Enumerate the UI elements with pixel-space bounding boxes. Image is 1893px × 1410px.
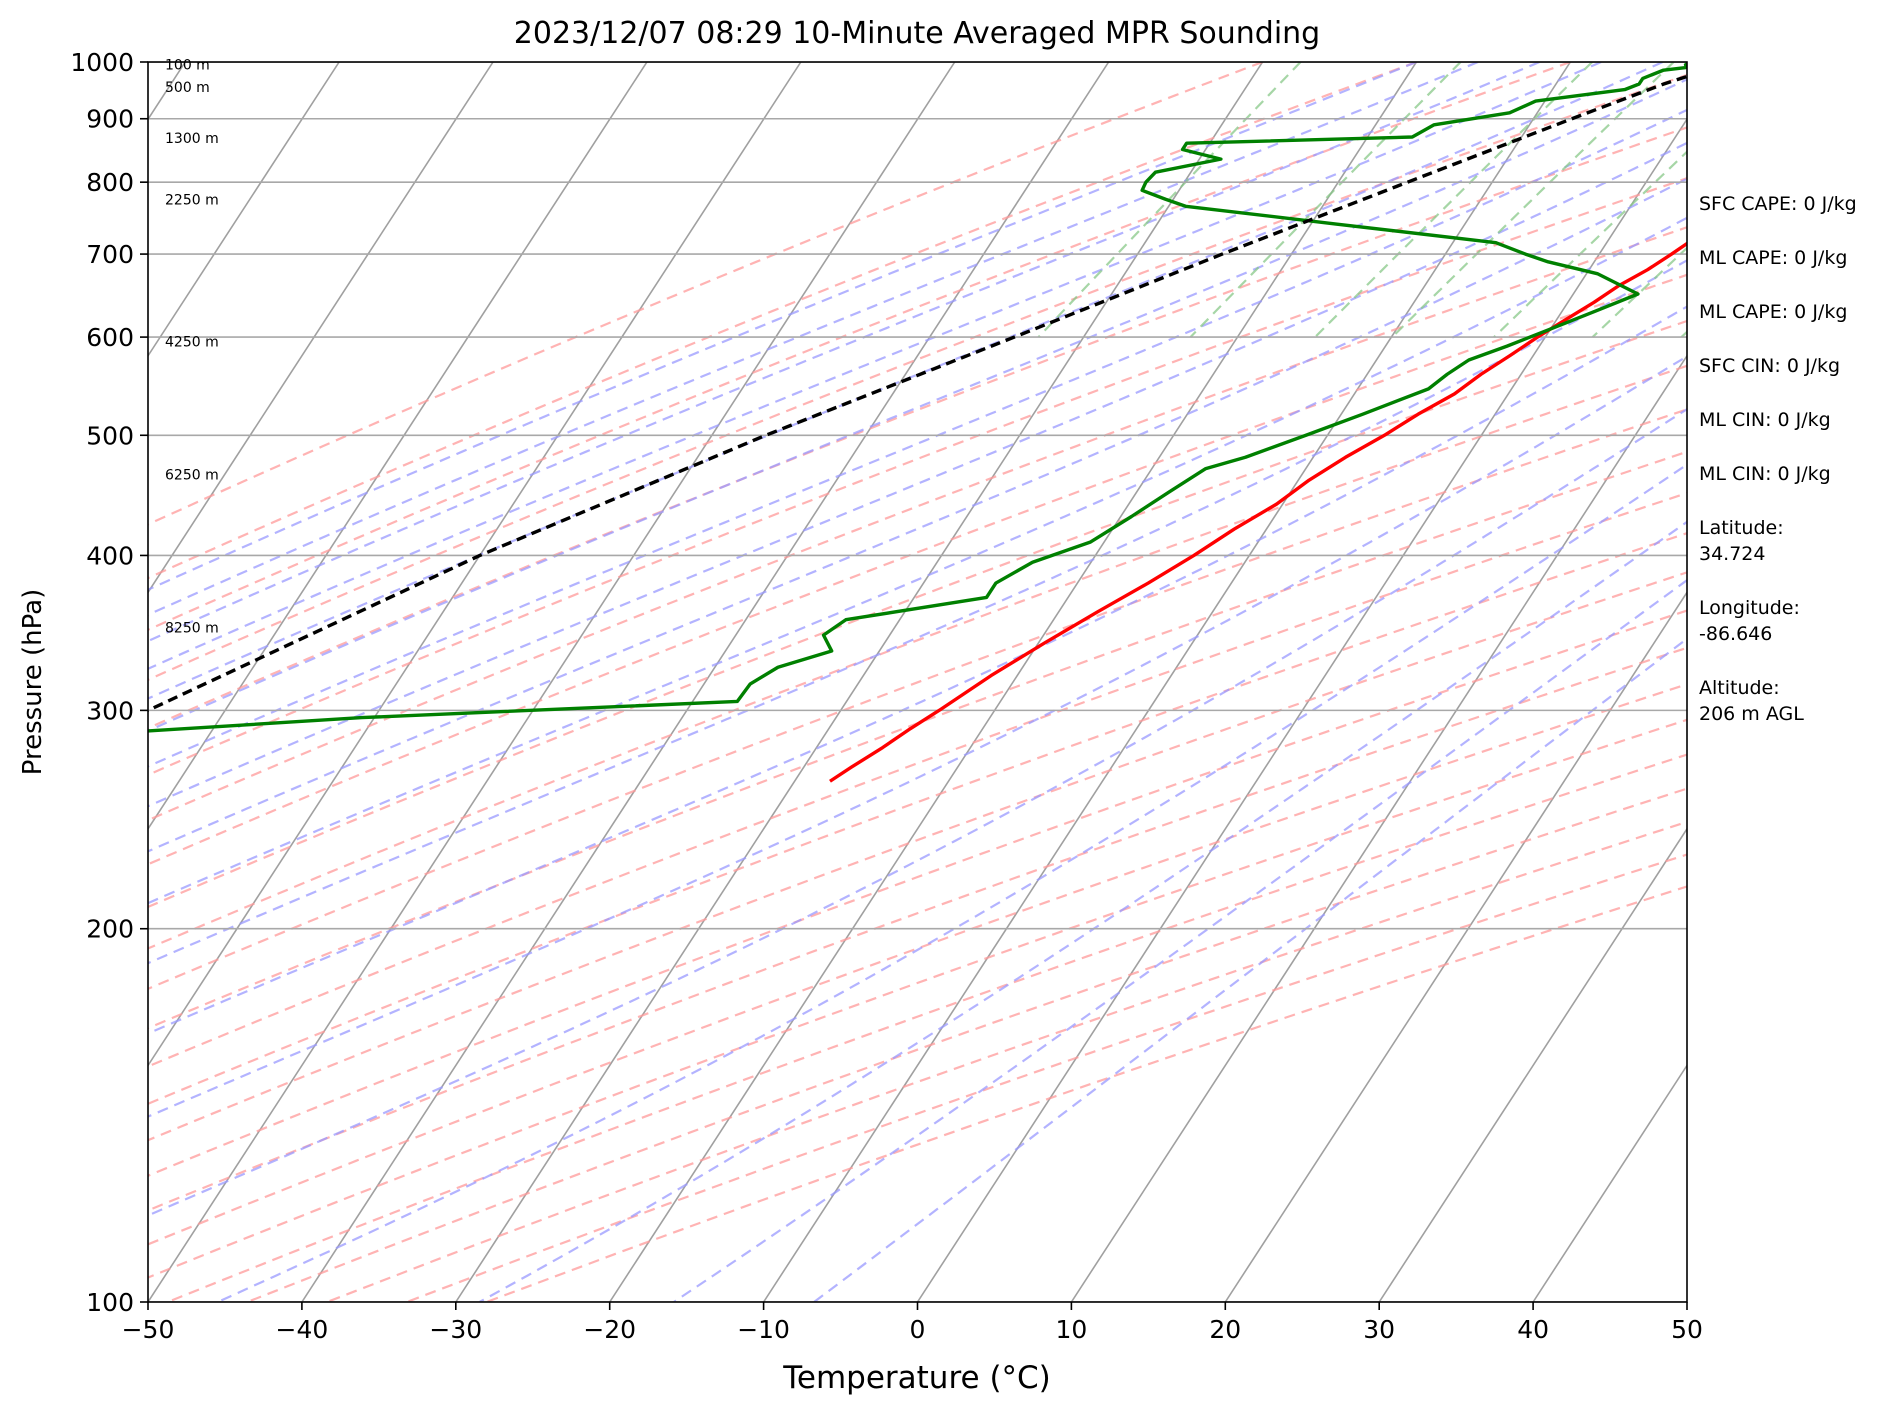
isotherm-line — [918, 62, 1725, 1302]
dry-adiabat-line — [0, 62, 1893, 1302]
x-axis-label: Temperature (°C) — [782, 1360, 1051, 1396]
side-info-item: Longitude:-86.646 — [1699, 597, 1800, 645]
side-info-item: Altitude:206 m AGL — [1699, 677, 1804, 725]
x-tick-label: −10 — [737, 1315, 790, 1344]
side-info-item: Latitude:34.724 — [1699, 517, 1784, 565]
moist-adiabat-line — [0, 62, 1893, 1302]
mixing-ratio-line — [1878, 62, 1893, 337]
y-axis-label: Pressure (hPa) — [18, 589, 48, 776]
moist-adiabat-line — [0, 62, 1893, 1302]
x-tick-label: −20 — [583, 1315, 636, 1344]
dry-adiabat-line — [0, 62, 1570, 1302]
isotherm-line — [610, 62, 1417, 1302]
x-tick-label: 30 — [1363, 1315, 1395, 1344]
series-lines — [96, 62, 1832, 781]
axes: −50 −40 −30 −20 −10 0 10 20 30 40 50 100 200 300 400 50… — [70, 48, 1703, 1344]
dry-adiabat-line — [0, 62, 1893, 1302]
y-tick-label: 1000 — [70, 48, 134, 77]
dry-adiabat-line — [0, 62, 1893, 1302]
side-info-item: ML CAPE: 0 J/kg — [1699, 301, 1847, 323]
dry-adiabat-line — [0, 62, 1893, 1302]
x-tick-label: −50 — [122, 1315, 175, 1344]
side-info-item: SFC CIN: 0 J/kg — [1699, 355, 1840, 377]
side-info-item: ML CIN: 0 J/kg — [1699, 409, 1831, 431]
x-tick-label: 40 — [1517, 1315, 1549, 1344]
moist-adiabat-line — [0, 62, 1663, 1302]
y-tick-label: 800 — [86, 168, 134, 197]
moist-adiabat-line — [0, 62, 1893, 1302]
x-tick-label: 20 — [1209, 1315, 1241, 1344]
dry-adiabat-line — [0, 62, 1893, 1302]
height-label: 8250 m — [165, 620, 219, 636]
y-tick-label: 400 — [86, 541, 134, 570]
isotherm-line — [764, 62, 1571, 1302]
side-info-item: SFC CAPE: 0 J/kg — [1699, 193, 1857, 215]
x-tick-label: −40 — [276, 1315, 329, 1344]
height-label: 500 m — [165, 80, 210, 96]
background-lines — [0, 62, 1893, 1302]
moist-adiabat-line — [0, 62, 1893, 1302]
dry-adiabat-line — [0, 62, 1893, 1302]
moist-adiabat-line — [0, 62, 1847, 1302]
moist-adiabat-line — [0, 62, 1893, 1302]
parcel-line — [100, 62, 1732, 732]
dry-adiabat-line — [0, 62, 1893, 1302]
dry-adiabat-line — [407, 62, 1893, 1302]
height-label: 2250 m — [165, 192, 219, 208]
dry-adiabat-line — [0, 62, 1878, 1302]
x-tick-label: 0 — [910, 1315, 926, 1344]
moist-adiabat-line — [0, 62, 1540, 1302]
isotherm-line — [0, 62, 339, 1302]
side-info-item: ML CAPE: 0 J/kg — [1699, 247, 1847, 269]
moist-adiabat-line — [0, 62, 1893, 1302]
dry-adiabat-line — [0, 62, 1893, 1302]
dry-adiabat-line — [0, 62, 1893, 1302]
height-label: 4250 m — [165, 335, 219, 351]
dry-adiabat-line — [0, 62, 1893, 1302]
moist-adiabat-line — [0, 62, 1478, 1302]
height-label: 6250 m — [165, 467, 219, 483]
chart-title: 2023/12/07 08:29 10-Minute Averaged MPR … — [514, 16, 1320, 51]
dry-adiabat-line — [0, 62, 1893, 1302]
y-tick-label: 500 — [86, 421, 134, 450]
x-tick-label: 10 — [1055, 1315, 1087, 1344]
x-tick-label: −30 — [429, 1315, 482, 1344]
y-tick-label: 300 — [86, 696, 134, 725]
isotherm-line — [148, 62, 955, 1302]
side-info-item: ML CIN: 0 J/kg — [1699, 463, 1831, 485]
dry-adiabat-line — [0, 62, 1893, 1302]
dewpoint-line — [96, 62, 1691, 734]
y-tick-label: 700 — [86, 240, 134, 269]
y-tick-label: 600 — [86, 323, 134, 352]
x-tick-label: 50 — [1671, 1315, 1703, 1344]
y-tick-label: 900 — [86, 105, 134, 134]
dry-adiabat-line — [0, 62, 1263, 1302]
y-tick-label: 200 — [86, 915, 134, 944]
height-label: 100 m — [165, 58, 210, 74]
dry-adiabat-line — [247, 62, 1893, 1302]
y-tick-label: 100 — [86, 1288, 134, 1317]
isotherm-line — [302, 62, 1109, 1302]
temperature-line — [830, 62, 1832, 781]
isotherm-line — [456, 62, 1263, 1302]
dry-adiabat-line — [88, 62, 1893, 1302]
height-label: 1300 m — [165, 131, 219, 147]
mixing-ratio-line — [1315, 62, 1592, 337]
moist-adiabat-line — [0, 62, 1786, 1302]
dry-adiabat-line — [8, 62, 1893, 1302]
side-info-panel: SFC CAPE: 0 J/kg ML CAPE: 0 J/kg ML CAPE: … — [1699, 193, 1857, 725]
isotherm-line — [0, 62, 493, 1302]
